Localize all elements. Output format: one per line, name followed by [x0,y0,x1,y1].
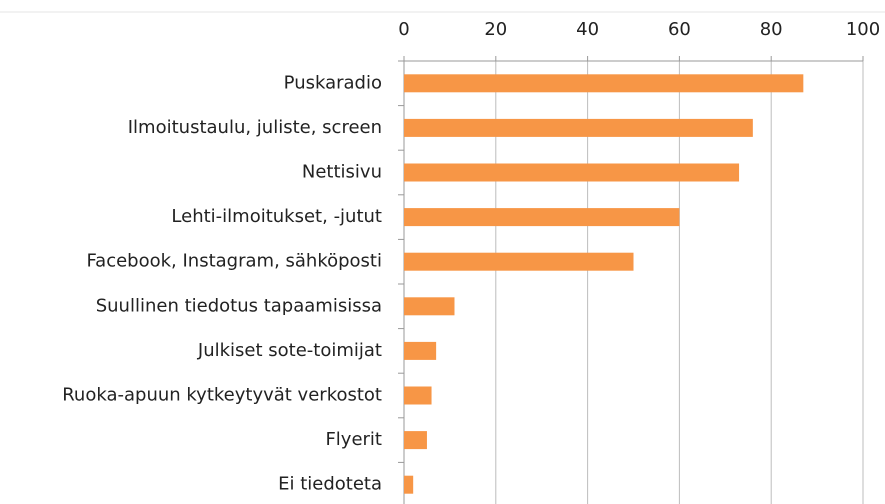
y-tick-label: Nettisivu [302,162,382,183]
bar [404,386,432,405]
y-tick-label: Lehti-ilmoitukset, -jutut [171,206,382,227]
y-tick-label: Ei tiedoteta [278,474,382,495]
bar [404,74,804,93]
bar [404,118,753,137]
bar [404,163,740,182]
x-tick-label: 60 [668,19,691,40]
y-tick-label: Puskaradio [284,72,382,93]
bar [404,475,414,494]
x-tick-label: 20 [484,19,507,40]
x-tick-label: 0 [398,19,409,40]
y-tick-label: Flyerit [325,429,382,450]
y-tick-label: Suullinen tiedotus tapaamisissa [96,295,382,316]
y-tick-label: Ilmoitustaulu, juliste, screen [128,117,382,138]
x-tick-label: 40 [576,19,599,40]
bar [404,208,680,227]
bar [404,252,634,271]
y-tick-label: Julkiset sote-toimijat [197,340,382,361]
bar [404,431,427,450]
x-tick-label: 100 [846,19,880,40]
y-tick-label: Ruoka-apuun kytkeytyvät verkostot [62,385,382,406]
x-tick-label: 80 [760,19,783,40]
y-tick-label: Facebook, Instagram, sähköposti [86,251,382,272]
bar [404,341,437,360]
bar [404,297,455,316]
